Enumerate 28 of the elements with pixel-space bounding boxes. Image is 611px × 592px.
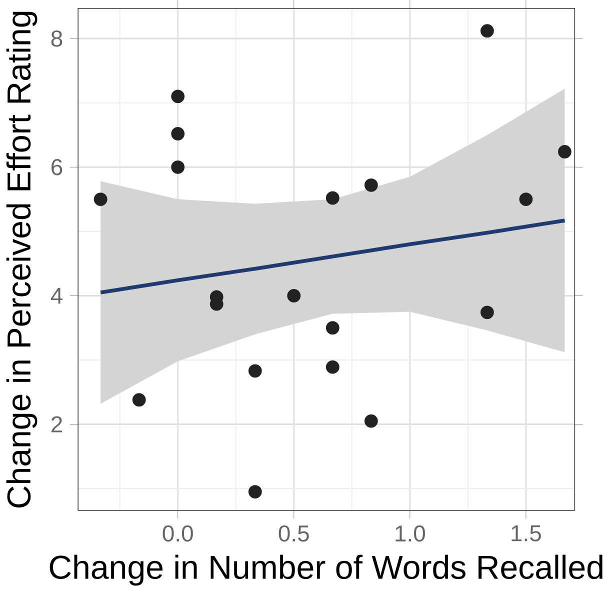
line-series bbox=[98, 218, 567, 294]
x-tick-label: 1.0 bbox=[396, 525, 426, 542]
x-tick-label: 0.0 bbox=[162, 525, 193, 542]
point bbox=[558, 145, 572, 158]
y-tick-label: 6 bbox=[52, 159, 62, 176]
point bbox=[171, 160, 185, 174]
point bbox=[248, 364, 262, 378]
point bbox=[94, 192, 108, 206]
point bbox=[171, 127, 185, 140]
point bbox=[364, 414, 378, 428]
point bbox=[326, 191, 340, 205]
y-tick-label: 8 bbox=[51, 30, 62, 47]
point bbox=[326, 360, 340, 374]
point bbox=[480, 306, 494, 320]
point bbox=[248, 485, 262, 498]
x-tick-label: 0.5 bbox=[278, 525, 309, 542]
y-tick-label: 4 bbox=[50, 288, 62, 304]
x-axis-title: Change in Number of Words Recalled bbox=[50, 554, 602, 586]
point bbox=[364, 178, 378, 192]
point bbox=[171, 90, 185, 104]
y-axis-title: Change in Perceived Effort Rating bbox=[6, 12, 38, 508]
y-tick-label: 2 bbox=[52, 416, 62, 432]
x-tick-label: 1.5 bbox=[512, 525, 541, 542]
point bbox=[519, 192, 533, 206]
point bbox=[326, 321, 340, 335]
point bbox=[480, 24, 494, 38]
point bbox=[287, 289, 301, 302]
point bbox=[132, 393, 146, 407]
